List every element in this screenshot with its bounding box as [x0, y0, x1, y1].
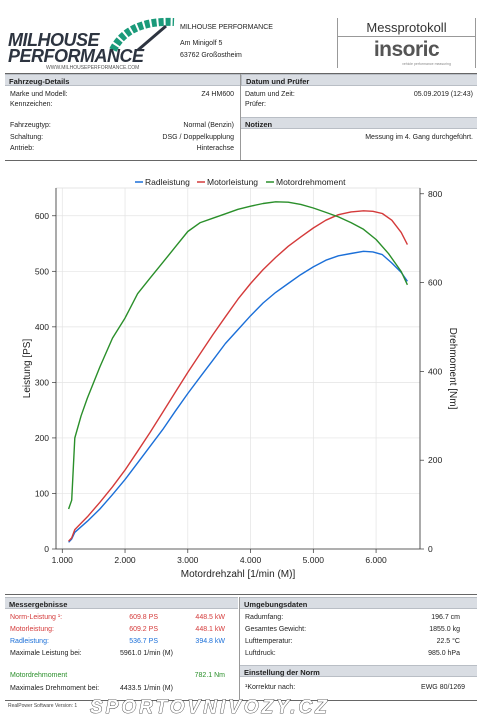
series-line-radleistung	[68, 250, 408, 543]
x-axis-label: Motordrehzahl [1/min (M)]	[181, 569, 296, 580]
env-pressure-label: Luftdruck:	[245, 650, 276, 657]
y2-tick-label: 0	[428, 544, 433, 554]
wheel-kw: 394.8 kW	[195, 638, 225, 645]
plot-frame	[55, 187, 421, 550]
protocol-title: Messprotokoll	[366, 20, 447, 35]
motor-label: Motorleistung:	[10, 626, 54, 633]
y-tick-label: 200	[35, 433, 49, 443]
norm-ps: 609.8 PS	[129, 614, 158, 621]
y-tick-label: 300	[35, 377, 49, 387]
env-weight-label: Gesamtes Gewicht:	[245, 626, 307, 633]
motor-kw: 448.1 kW	[195, 626, 225, 633]
env-section-header: Umgebungsdaten	[240, 597, 477, 609]
drive-value: Hinterachse	[196, 145, 234, 152]
company-city: 63762 Großostheim	[180, 52, 242, 59]
logo: MILHOUSE PERFORMANCE WWW.MILHOUSEPERFORM…	[8, 17, 175, 71]
y-tick-label: 500	[35, 266, 49, 276]
wheel-label: Radleistung:	[10, 638, 49, 645]
watermark: SPORTOVNIVOZY.CZ	[90, 697, 330, 719]
env-temp-value: 22.5 °C	[436, 638, 460, 645]
maxt-label: Maximales Drehmoment bei:	[10, 685, 100, 692]
maxp-value: 5961.0 1/min (M)	[120, 650, 173, 657]
corr-value: EWG 80/1269	[421, 684, 465, 691]
legend-label: Motorleistung	[207, 177, 258, 187]
y2-tick-label: 400	[428, 366, 442, 376]
x-tick-label: 2.000	[114, 555, 136, 565]
torque-value: 782.1 Nm	[194, 672, 225, 679]
brand-sub: vehicle performance measuring	[402, 62, 451, 66]
env-wheel-label: Radumfang:	[245, 614, 284, 621]
maxp-label: Maximale Leistung bei:	[10, 650, 82, 657]
env-temp-label: Lufttemperatur:	[245, 638, 293, 645]
drive-label: Antrieb:	[10, 145, 35, 152]
date-label: Datum und Zeit:	[245, 91, 295, 98]
logo-line1: MILHOUSE	[8, 30, 100, 50]
x-tick-label: 1.000	[52, 555, 74, 565]
env-wheel-value: 196.7 cm	[431, 614, 460, 621]
notes-section-header: Notizen	[241, 117, 477, 129]
make-value: Z4 HM600	[201, 91, 234, 98]
motor-ps: 609.2 PS	[129, 626, 158, 633]
y2-axis-label: Drehmoment [Nm]	[447, 328, 458, 410]
env-pressure-value: 985.0 hPa	[428, 650, 460, 657]
gear-value: DSG / Doppelkupplung	[162, 134, 234, 141]
dyno-chart: 0 100 200 300 400 500 600 1.000 2.000 3.000 4.000 5…	[22, 177, 458, 580]
date-value: 05.09.2019 (12:43)	[413, 91, 473, 98]
plate-label: Kennzeichen:	[10, 101, 53, 108]
y2-tick-label: 800	[428, 189, 442, 199]
date-section-header: Datum und Prüfer	[241, 74, 477, 86]
torque-label: Motordrehmoment	[10, 672, 68, 679]
x-tick-label: 3.000	[177, 555, 199, 565]
norm-section-header: Einstellung der Norm	[240, 665, 477, 677]
corr-label: ¹Korrektur nach:	[245, 684, 296, 691]
results-section-header: Messergebnisse	[5, 597, 238, 609]
protocol-box: Messprotokoll insoric vehicle performanc…	[337, 18, 476, 68]
vehicle-section-header: Fahrzeug-Details	[5, 74, 241, 86]
y-tick-label: 100	[35, 488, 49, 498]
company-name: MILHOUSE PERFORMANCE	[180, 24, 273, 31]
legend-label: Motordrehmoment	[276, 177, 346, 187]
y-tick-label: 0	[44, 544, 49, 554]
x-tick-label: 5.000	[303, 555, 325, 565]
x-tick-label: 6.000	[365, 555, 387, 565]
y-tick-label: 600	[35, 211, 49, 221]
tester-label: Prüfer:	[245, 101, 267, 108]
logo-line2: PERFORMANCE	[8, 46, 144, 66]
software-version: RealPower Software Version: 1	[8, 703, 78, 709]
company-street: Am Minigolf 5	[180, 40, 223, 47]
maxt-value: 4433.5 1/min (M)	[120, 685, 173, 692]
norm-kw: 448.5 kW	[195, 614, 225, 621]
type-value: Normal (Benzin)	[183, 122, 234, 129]
legend-label: Radleistung	[145, 177, 190, 187]
company-address: MILHOUSE PERFORMANCE Am Minigolf 5 63762…	[180, 20, 273, 64]
wheel-ps: 536.7 PS	[129, 638, 158, 645]
norm-label: Norm-Leistung ¹:	[10, 614, 63, 621]
series-line-motordrehmoment	[67, 201, 409, 510]
y-axis-label: Leistung [PS]	[22, 339, 33, 399]
brand-logo: insoric	[373, 38, 440, 61]
make-label: Marke und Modell:	[10, 91, 68, 98]
notes-text: Messung im 4. Gang durchgeführt.	[365, 134, 473, 141]
type-label: Fahrzeugtyp:	[10, 122, 51, 129]
logo-swoosh-icon	[109, 17, 175, 52]
y-tick-label: 400	[35, 322, 49, 332]
logo-url: WWW.MILHOUSEPERFORMANCE.COM	[46, 65, 140, 71]
env-weight-value: 1855.0 kg	[429, 626, 460, 633]
y2-tick-label: 600	[428, 278, 442, 288]
gear-label: Schaltung:	[10, 134, 44, 141]
series-line-motorleistung	[68, 210, 409, 542]
y2-tick-label: 200	[428, 455, 442, 465]
x-tick-label: 4.000	[240, 555, 262, 565]
